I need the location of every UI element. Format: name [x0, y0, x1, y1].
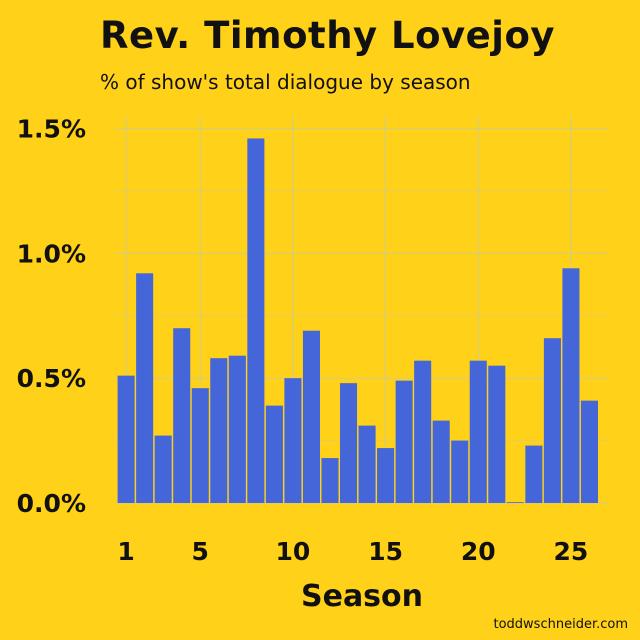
y-tick-label: 1.0% [17, 239, 86, 268]
bar-season-20 [469, 360, 487, 503]
bar-season-8 [247, 138, 265, 504]
y-tick-label: 0.0% [17, 489, 86, 518]
bar-season-3 [154, 435, 172, 503]
bar-season-26 [580, 400, 598, 503]
bar-season-14 [358, 425, 376, 503]
bar-season-23 [525, 445, 543, 503]
bar-season-7 [228, 355, 246, 503]
x-tick-label: 20 [461, 537, 496, 566]
x-axis-ticks: 1 5 10 15 20 25 [117, 537, 588, 566]
bar-season-24 [543, 338, 561, 503]
bar-season-17 [414, 360, 432, 503]
bar-season-1 [117, 375, 135, 503]
y-tick-label: 1.5% [17, 114, 86, 143]
bar-season-19 [451, 440, 469, 503]
bar-season-6 [210, 358, 228, 503]
bar-season-5 [191, 388, 209, 503]
bar-season-11 [302, 330, 320, 503]
bar-season-15 [377, 448, 395, 503]
y-axis-ticks: 0.0% 0.5% 1.0% 1.5% [17, 114, 86, 518]
bar-season-18 [432, 420, 450, 503]
x-tick-label: 25 [554, 537, 589, 566]
bar-season-9 [265, 405, 283, 503]
bar-season-22 [506, 502, 524, 503]
bar-season-10 [284, 378, 302, 503]
x-tick-label: 15 [368, 537, 403, 566]
bar-season-21 [488, 365, 506, 503]
x-axis-title: Season [301, 579, 423, 614]
y-tick-label: 0.5% [17, 364, 86, 393]
bar-season-16 [395, 380, 413, 503]
credit-text: toddwschneider.com [493, 617, 629, 632]
x-tick-label: 10 [276, 537, 311, 566]
bar-layer [117, 138, 598, 504]
bar-season-25 [562, 268, 580, 503]
bar-season-12 [321, 458, 339, 503]
bar-season-2 [136, 273, 154, 503]
bar-season-13 [340, 383, 358, 503]
chart-title: Rev. Timothy Lovejoy [100, 14, 555, 57]
bar-season-4 [173, 328, 191, 503]
x-tick-label: 5 [192, 537, 209, 566]
x-tick-label: 1 [117, 537, 134, 566]
chart-subtitle: % of show's total dialogue by season [100, 70, 471, 94]
